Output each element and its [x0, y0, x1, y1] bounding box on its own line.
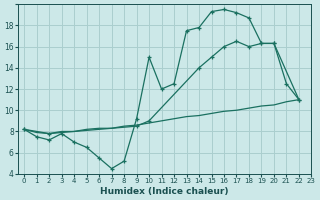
X-axis label: Humidex (Indice chaleur): Humidex (Indice chaleur)	[100, 187, 229, 196]
